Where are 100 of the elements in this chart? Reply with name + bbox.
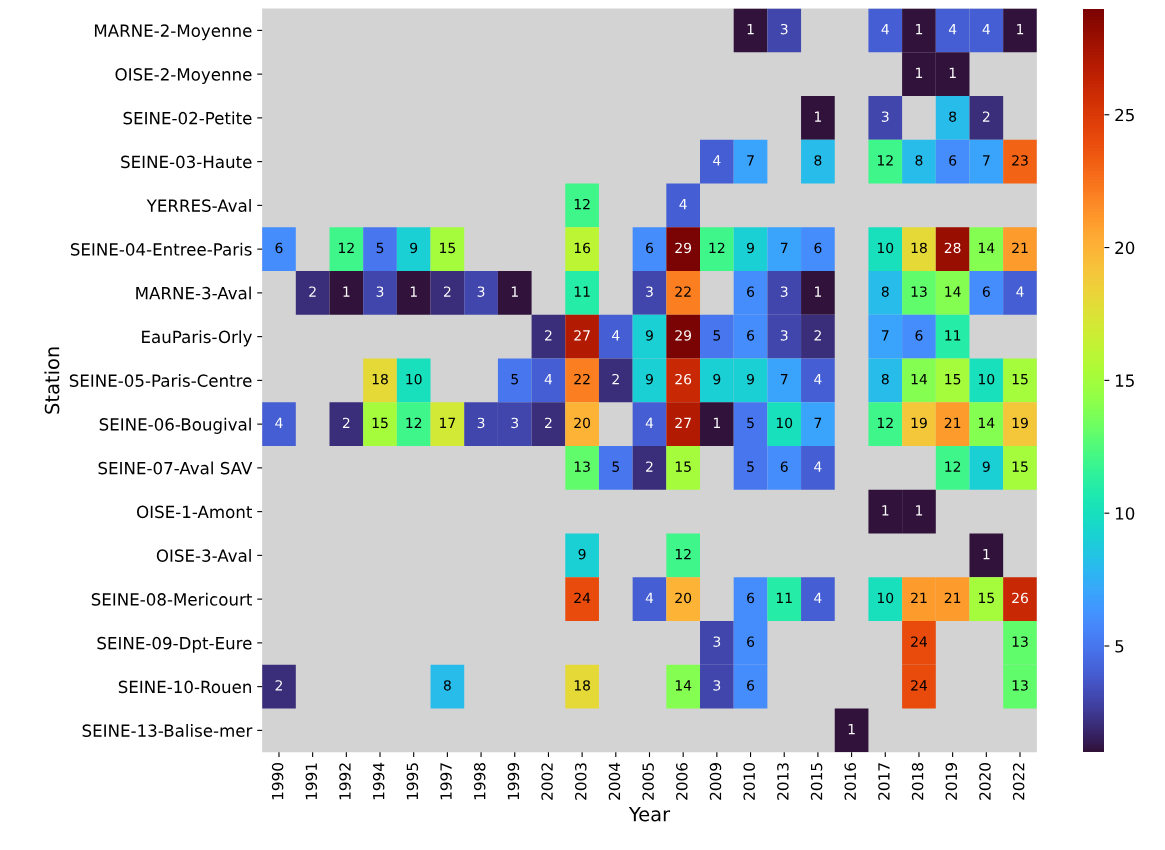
data-label: 3 <box>713 636 721 647</box>
x-tick-label: 1990 <box>271 762 284 800</box>
data-label: 3 <box>713 680 721 691</box>
y-tick-label: SEINE-07-Aval SAV <box>98 461 253 475</box>
data-label: 3 <box>477 417 485 429</box>
y-tick-label: MARNE-3-Aval <box>136 286 251 300</box>
color-bar-label: 5 <box>1115 640 1124 653</box>
data-label: 1 <box>1017 24 1024 35</box>
data-label: 15 <box>979 592 994 604</box>
data-label: 6 <box>780 461 788 472</box>
x-tick-label: 1997 <box>440 763 452 800</box>
data-label: 2 <box>612 373 619 385</box>
data-label: 1 <box>713 417 720 428</box>
x-tick-label: 2003 <box>575 763 587 800</box>
y-axis-title: Station <box>44 347 60 414</box>
y-tick-label: OISE-3-Aval <box>156 549 251 562</box>
x-tick-label: 2015 <box>810 763 823 800</box>
x-tick-label: 2020 <box>979 762 991 800</box>
data-label: 12 <box>406 417 422 428</box>
data-label: 4 <box>713 155 721 166</box>
data-label: 6 <box>747 592 755 604</box>
data-label: 6 <box>646 242 654 254</box>
data-label: 21 <box>911 592 927 603</box>
data-label: 11 <box>776 592 792 603</box>
x-tick-label: 2005 <box>642 763 654 800</box>
color-bar-label: 15 <box>1115 374 1134 387</box>
data-label: 6 <box>747 286 755 297</box>
data-label: 28 <box>944 242 961 254</box>
data-label: 2 <box>342 417 350 428</box>
data-label: 15 <box>945 374 961 385</box>
data-label: 18 <box>574 680 591 691</box>
data-label: 9 <box>713 373 721 385</box>
data-label: 19 <box>911 417 927 429</box>
data-label: 4 <box>814 374 822 385</box>
data-label: 4 <box>275 417 283 428</box>
y-tick-label: EauParis-Orly <box>142 330 252 347</box>
data-label: 21 <box>944 592 961 603</box>
data-label: 1 <box>410 286 417 297</box>
data-label: 29 <box>675 330 692 341</box>
y-tick-label: SEINE-13-Balise-mer <box>82 724 253 737</box>
x-tick-label: 2022 <box>1012 763 1025 800</box>
data-label: 6 <box>915 330 923 341</box>
data-label: 2 <box>982 111 990 122</box>
data-label: 2 <box>545 417 552 428</box>
data-label: 1 <box>916 67 923 78</box>
data-label: 1 <box>882 505 889 516</box>
data-label: 9 <box>746 242 754 254</box>
data-label: 14 <box>979 242 995 253</box>
y-tick-label: SEINE-04-Entree-Paris <box>70 242 252 256</box>
data-label: 7 <box>881 330 889 341</box>
data-label: 6 <box>949 155 957 166</box>
data-label: 4 <box>948 24 957 35</box>
data-label: 15 <box>1012 461 1028 472</box>
data-label: 4 <box>544 374 553 385</box>
y-tick-label: SEINE-08-Mericourt <box>91 592 252 606</box>
data-label: 6 <box>982 286 990 297</box>
data-label: 1 <box>916 505 923 516</box>
data-label: 4 <box>1016 286 1024 297</box>
data-label: 2 <box>443 286 451 297</box>
data-label: 12 <box>675 548 691 560</box>
data-label: 6 <box>814 242 822 254</box>
x-tick-label: 1994 <box>372 762 385 800</box>
data-label: 6 <box>747 330 755 341</box>
data-label: 12 <box>709 242 725 253</box>
data-label: 21 <box>1012 242 1028 253</box>
data-label: 4 <box>679 199 687 210</box>
data-label: 1 <box>949 67 956 78</box>
x-tick-label: 2009 <box>709 763 722 800</box>
data-label: 5 <box>376 242 384 254</box>
x-tick-label: 2017 <box>878 763 890 800</box>
data-label: 13 <box>911 286 927 297</box>
data-label: 14 <box>945 286 961 297</box>
x-tick-label: 1992 <box>339 763 351 800</box>
data-label: 7 <box>747 155 754 166</box>
y-tick-label: SEINE-05-Paris-Centre <box>69 374 252 387</box>
data-label: 1 <box>983 549 990 560</box>
data-label: 24 <box>911 636 928 647</box>
data-label: 26 <box>1012 592 1028 604</box>
data-label: 1 <box>916 24 923 35</box>
y-tick-label: OISE-2-Moyenne <box>115 68 252 84</box>
data-label: 10 <box>877 242 894 254</box>
data-label: 5 <box>612 461 620 472</box>
data-label: 5 <box>747 461 754 472</box>
data-label: 2 <box>309 286 316 297</box>
data-label: 15 <box>675 461 691 472</box>
data-label: 8 <box>881 286 889 297</box>
data-label: 8 <box>443 680 451 691</box>
data-label: 24 <box>911 680 928 691</box>
data-label: 12 <box>877 155 893 166</box>
data-label: 3 <box>780 23 788 35</box>
data-label: 23 <box>1012 155 1028 166</box>
data-label: 9 <box>410 242 418 254</box>
data-label: 1 <box>815 111 822 122</box>
y-tick-label: SEINE-02-Petite <box>123 111 252 125</box>
data-label: 1 <box>815 286 822 297</box>
data-label: 12 <box>574 198 590 210</box>
x-tick-label: 2019 <box>945 763 958 800</box>
color-bar-label: 20 <box>1115 241 1135 255</box>
x-tick-label: 2018 <box>911 763 924 800</box>
data-label: 2 <box>545 330 552 341</box>
